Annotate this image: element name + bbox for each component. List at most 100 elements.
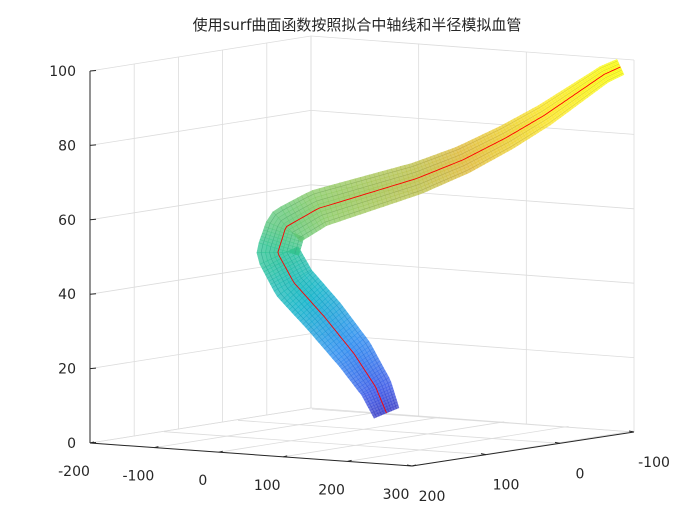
surface-mesh-line — [452, 168, 457, 171]
surface-mesh-line — [379, 174, 384, 176]
surface-mesh-line — [434, 176, 439, 179]
surface-mesh-line — [370, 391, 372, 394]
surface-mesh-line — [463, 163, 468, 167]
surface-mesh-line — [296, 269, 299, 274]
surface-mesh-line — [289, 238, 292, 242]
surface-mesh-line — [489, 156, 494, 159]
surface-mesh-line — [333, 341, 337, 345]
surface-mesh-line — [312, 315, 316, 320]
surface-mesh-line — [372, 183, 377, 186]
surface-mesh-line — [357, 332, 361, 337]
surface-mesh-line — [299, 275, 302, 279]
surface-mesh-line — [282, 207, 288, 211]
surface-mesh-line — [409, 165, 414, 168]
surface-mesh-line — [591, 85, 595, 88]
surface-mesh-line — [567, 87, 571, 90]
surface-mesh-line — [419, 169, 423, 171]
surface-mesh-line — [357, 202, 363, 205]
surface-mesh-line — [445, 152, 450, 155]
surface-mesh-line — [367, 347, 371, 351]
surface-mesh-line — [314, 318, 318, 322]
grid-line-floor-y — [163, 431, 487, 456]
surface-mesh-line — [451, 175, 455, 178]
z-tick-label: 20 — [58, 362, 76, 378]
surface-mesh-line — [590, 73, 593, 76]
surface-mesh-line — [322, 301, 326, 305]
surface-mesh-line — [524, 113, 528, 117]
surface-mesh-line — [327, 346, 331, 350]
surface-mesh-line — [286, 205, 292, 209]
surface-mesh-line — [263, 262, 267, 267]
surface-mesh-line — [340, 324, 344, 328]
surface-mesh-line — [385, 193, 390, 196]
z-tick-label: 80 — [58, 138, 76, 154]
surface-mesh-line — [451, 156, 456, 159]
surface-mesh-line — [303, 318, 307, 322]
surface-mesh-line — [400, 195, 405, 198]
surface-mesh-line — [608, 78, 612, 81]
surface-mesh-line — [293, 263, 296, 268]
surface-mesh-line — [322, 221, 326, 224]
surface-mesh-line — [493, 154, 497, 157]
surface-mesh-line — [291, 232, 293, 236]
surface-mesh-line — [535, 112, 540, 116]
z-tick-label: 60 — [58, 213, 76, 229]
z-tick-mark — [89, 218, 97, 221]
surface-mesh-line — [610, 77, 614, 80]
surface-mesh-line — [613, 61, 616, 63]
surface-mesh-line — [420, 162, 425, 164]
surface-mesh-line — [422, 167, 427, 170]
surface-mesh-line — [324, 304, 328, 308]
surface-mesh-line — [423, 180, 428, 183]
surface-mesh-line — [313, 191, 321, 195]
surface-mesh-line — [607, 64, 610, 66]
surface-mesh-line — [269, 272, 272, 277]
surface-mesh-line — [467, 161, 471, 165]
surface-mesh-line — [515, 118, 519, 122]
surface-mesh-line — [341, 350, 345, 355]
surface-mesh-line — [504, 142, 509, 145]
surface-mesh-line — [292, 230, 295, 233]
surface-mesh-line — [554, 111, 558, 114]
surface-mesh-line — [391, 198, 396, 201]
surface-mesh-line — [455, 155, 460, 157]
surface-mesh-line — [500, 144, 505, 147]
surface-mesh-line — [316, 333, 320, 337]
surface-mesh-line — [278, 271, 281, 276]
surface-mesh-line — [344, 354, 348, 358]
surface-mesh-line — [406, 186, 412, 189]
surface-mesh-line — [510, 138, 515, 141]
surface-mesh-line — [273, 233, 276, 237]
surface-mesh-line — [316, 199, 323, 202]
surface-mesh-line — [562, 90, 566, 94]
x-tick-mark — [89, 441, 95, 444]
surface-mesh-line — [532, 114, 537, 117]
surface-mesh-line — [604, 69, 607, 71]
surface-mesh-line — [440, 160, 445, 163]
surface-mesh-line — [263, 237, 266, 241]
surface-mesh-line — [429, 184, 434, 187]
surface-mesh-line — [324, 220, 330, 223]
surface-mesh-line — [376, 362, 379, 367]
surface-mesh-line — [365, 343, 369, 348]
surface-mesh-line — [269, 214, 276, 224]
surface-mesh-line — [413, 191, 418, 194]
surface-mesh-line — [513, 136, 518, 140]
surface-mesh-line — [350, 375, 354, 379]
surface-mesh-line — [519, 139, 523, 142]
surface-mesh-line — [502, 131, 507, 134]
grid-line-floor-y — [311, 408, 635, 433]
surface-mesh-line — [395, 405, 397, 409]
surface-mesh-line — [372, 409, 375, 412]
surface-mesh-line — [328, 218, 335, 222]
surface-mesh-line — [497, 145, 502, 149]
surface-mesh-line — [619, 69, 622, 72]
surface-mesh-line — [307, 203, 312, 207]
surface-mesh-line — [493, 130, 498, 133]
surface-mesh-line — [348, 372, 352, 376]
surface-mesh-line — [348, 359, 352, 364]
surface-mesh-line — [325, 331, 329, 335]
surface-mesh-line — [419, 182, 424, 185]
surface-mesh-line — [280, 293, 285, 298]
surface-mesh-line — [260, 252, 264, 263]
